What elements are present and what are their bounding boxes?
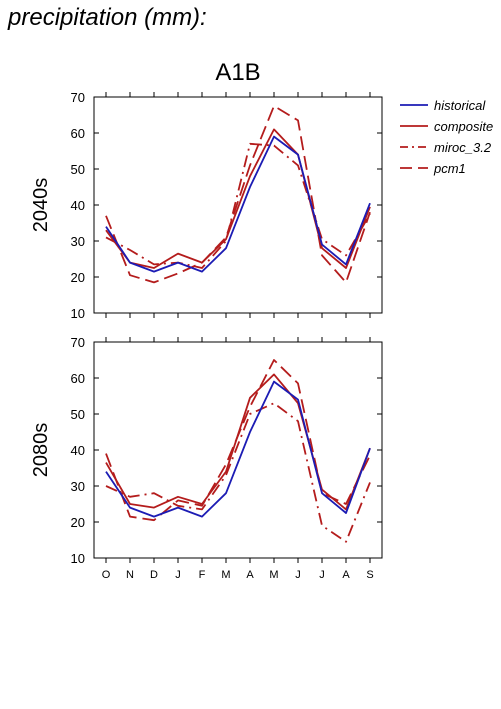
y-tick-label: 40 [71, 198, 85, 213]
y-tick-label: 70 [71, 90, 85, 105]
chart-title: A1B [215, 59, 260, 86]
legend: historical composite miroc_3.2 pcm1 [400, 98, 493, 176]
y-tick-label: 20 [71, 515, 85, 530]
y-tick-label: 20 [71, 270, 85, 285]
plot-frame [93, 341, 383, 559]
x-tick-label: M [221, 569, 230, 581]
series-line-historical [105, 135, 371, 273]
x-tick-label: A [246, 569, 254, 581]
legend-label-composite: composite [434, 119, 493, 134]
page-title: precipitation (mm): [8, 4, 207, 31]
panel-label: 2040s [30, 178, 52, 233]
panel-2040s: 10 20 30 40 50 60 70 2040s [30, 90, 383, 321]
series-line-miroc_3.2 [105, 142, 371, 269]
legend-label-miroc_3.2: miroc_3.2 [434, 140, 492, 155]
y-tick-label: 60 [71, 126, 85, 141]
plot-frame [93, 96, 383, 314]
series-line-historical [105, 380, 371, 518]
y-tick-label: 60 [71, 371, 85, 386]
panel-2080s: 10 20 30 40 50 60 70 2080s [30, 335, 383, 566]
x-tick-label: A [342, 569, 350, 581]
series-line-miroc_3.2 [105, 402, 371, 543]
y-tick-label: 10 [71, 306, 85, 321]
y-tick-label: 50 [71, 407, 85, 422]
x-tick-label: J [319, 569, 325, 581]
x-tick-label: M [269, 569, 278, 581]
series-line-composite [105, 373, 371, 511]
x-tick-label: S [366, 569, 373, 581]
x-tick-label: D [150, 569, 158, 581]
x-tick-label: J [175, 569, 181, 581]
y-tick-label: 10 [71, 551, 85, 566]
x-tick-label: F [199, 569, 206, 581]
y-tick-label: 50 [71, 162, 85, 177]
x-tick-label: O [102, 569, 111, 581]
legend-label-historical: historical [434, 98, 486, 113]
x-tick-label: J [295, 569, 301, 581]
panel-label: 2080s [30, 423, 52, 478]
y-tick-label: 70 [71, 335, 85, 350]
series-line-pcm1 [105, 105, 371, 284]
y-tick-label: 30 [71, 479, 85, 494]
series-line-composite [105, 128, 371, 269]
y-tick-label: 40 [71, 443, 85, 458]
y-tick-label: 30 [71, 234, 85, 249]
series-line-pcm1 [105, 359, 371, 522]
legend-label-pcm1: pcm1 [433, 161, 466, 176]
x-tick-label: N [126, 569, 134, 581]
